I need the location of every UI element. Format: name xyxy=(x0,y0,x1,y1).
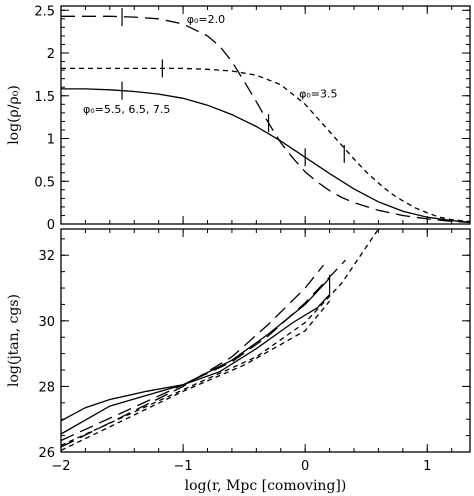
series-line xyxy=(61,67,471,223)
x-tick-label: −1 xyxy=(174,459,193,474)
annotation-label: φ₀=2.0 xyxy=(187,13,225,26)
y-tick-label: 1.5 xyxy=(34,90,55,105)
bottom-panel: −2 −1 0 1 26 28 30 32 log(jtan, cgs) log(r, Mpc [… xyxy=(6,228,471,494)
plot-frame xyxy=(60,228,471,453)
series-line xyxy=(60,277,331,435)
series-line xyxy=(61,88,471,223)
y-tick-label: 30 xyxy=(38,315,55,330)
series-line xyxy=(60,294,331,422)
y-tick-label: 0 xyxy=(47,218,55,233)
y-tick-label: 2 xyxy=(47,47,55,62)
x-tick-label: 1 xyxy=(423,459,431,474)
series-line xyxy=(60,228,379,446)
y-axis-label: log(jtan, cgs) xyxy=(6,294,22,387)
series-line xyxy=(60,264,325,448)
series-line xyxy=(61,15,471,223)
y-tick-label: 2.5 xyxy=(34,4,55,19)
annotation-label: φ₀=3.5 xyxy=(299,87,337,100)
top-panel: 0 0.5 1 1.5 2 2.5 φ₀=2.0 φ₀=3.5 φ₀=5.5, 6.5, 7.5… xyxy=(6,4,471,233)
y-tick-label: 1 xyxy=(47,133,55,148)
y-axis-label: log(ρ/ρ₀) xyxy=(6,85,22,145)
plot-frame xyxy=(60,5,471,225)
x-tick-label: 0 xyxy=(301,459,309,474)
y-tick-label: 26 xyxy=(38,446,55,461)
series-line xyxy=(60,259,346,442)
y-tick-label: 0.5 xyxy=(34,175,55,190)
x-tick-label: −2 xyxy=(51,459,70,474)
x-axis-label: log(r, Mpc [comoving]) xyxy=(185,478,347,494)
y-tick-label: 28 xyxy=(38,380,55,395)
annotation-label: φ₀=5.5, 6.5, 7.5 xyxy=(83,103,170,116)
y-tick-label: 32 xyxy=(38,249,55,264)
series-line xyxy=(60,300,331,451)
